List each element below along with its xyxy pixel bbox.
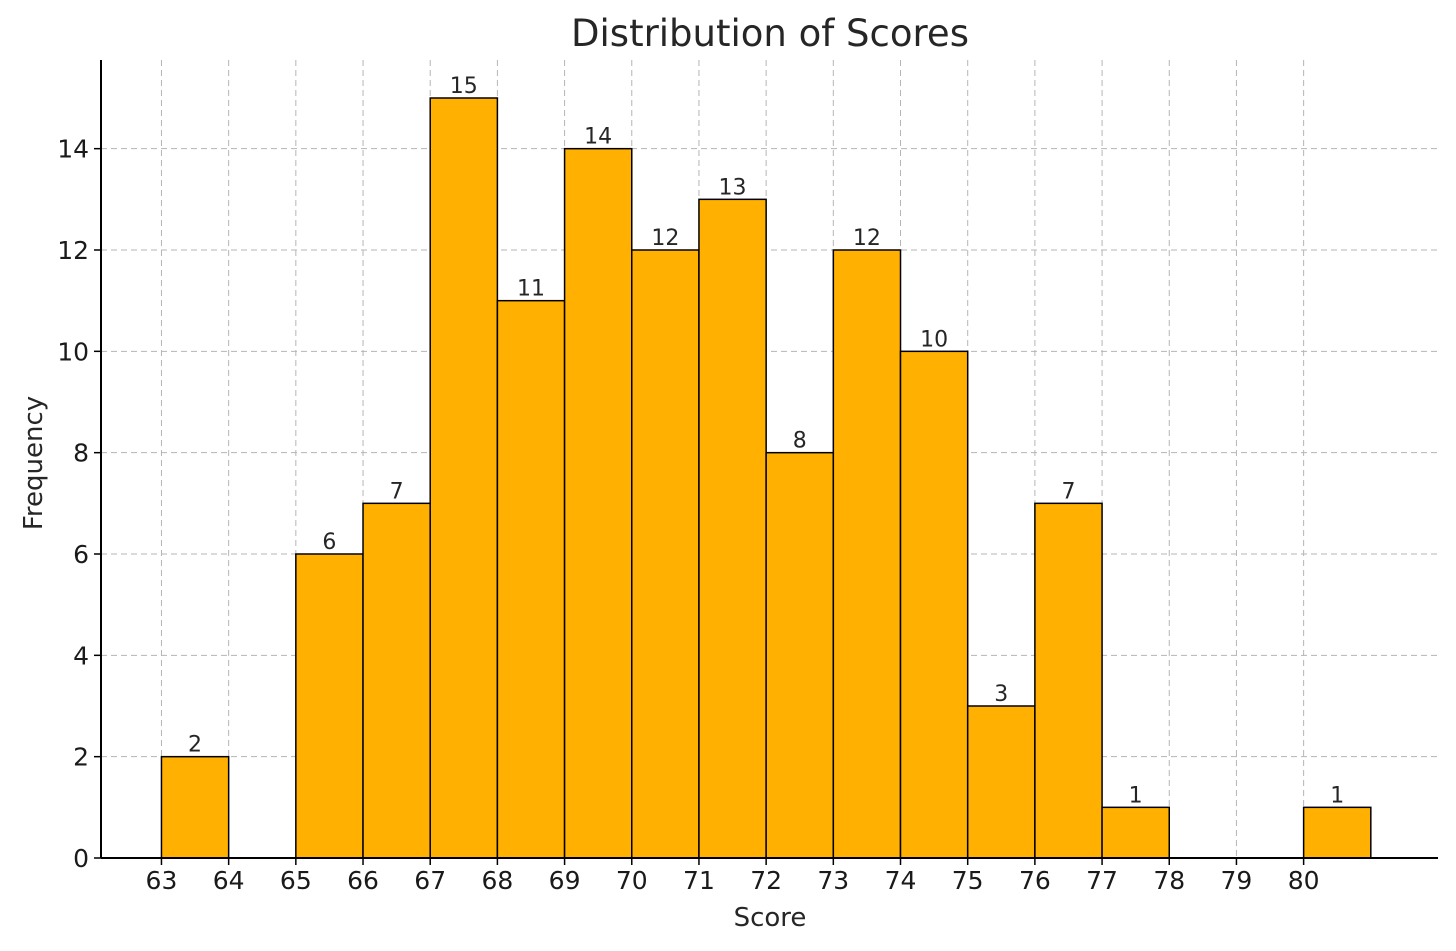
- x-tick-label: 77: [1086, 866, 1118, 895]
- bar-value-label: 14: [584, 125, 612, 150]
- y-tick-label: 14: [57, 135, 89, 164]
- y-tick-label: 2: [73, 743, 89, 772]
- x-tick-label: 70: [616, 866, 648, 895]
- y-tick-label: 0: [73, 844, 89, 873]
- histogram-bar: [429, 97, 499, 859]
- bar-value-label: 1: [1330, 783, 1344, 808]
- x-tick-label: 72: [750, 866, 782, 895]
- x-tick-label: 67: [414, 866, 446, 895]
- x-tick-label: 76: [1019, 866, 1051, 895]
- chart-title: Distribution of Scores: [571, 12, 969, 55]
- histogram-bar: [160, 755, 230, 859]
- histogram-bar: [832, 249, 902, 859]
- x-tick-label: 66: [347, 866, 379, 895]
- bar-value-label: 3: [994, 682, 1008, 707]
- x-tick-label: 80: [1288, 866, 1320, 895]
- x-tick-label: 68: [481, 866, 513, 895]
- bar-value-label: 8: [793, 429, 807, 454]
- x-tick-label: 74: [885, 866, 917, 895]
- y-axis-label: Frequency: [19, 396, 49, 530]
- histogram-bar: [966, 705, 1036, 859]
- bar-value-label: 7: [390, 479, 404, 504]
- bar-value-label: 12: [651, 226, 679, 251]
- bar-value-label: 2: [188, 733, 202, 758]
- bar-value-label: 12: [853, 226, 881, 251]
- histogram-bar: [1101, 806, 1171, 859]
- bar-value-label: 11: [517, 277, 545, 302]
- histogram-bar: [496, 299, 566, 859]
- histogram-bar: [1302, 806, 1372, 859]
- histogram-bar: [563, 147, 633, 859]
- histogram-bar: [295, 553, 364, 859]
- x-tick-label: 73: [817, 866, 849, 895]
- histogram-bar: [631, 249, 700, 859]
- x-tick-label: 75: [952, 866, 984, 895]
- bar-value-label: 10: [920, 327, 948, 352]
- x-tick-label: 71: [683, 866, 715, 895]
- axes: [100, 60, 1438, 859]
- ticks: 63 64 65 66 67 68 69 70 71 72 73 74 75 76 77 78 79 800246…: [57, 135, 1319, 895]
- y-tick-label: 8: [73, 439, 89, 468]
- y-tick-label: 6: [73, 540, 89, 569]
- histogram-bar: [362, 502, 431, 859]
- histogram-bar: [1034, 502, 1103, 859]
- x-tick-label: 69: [549, 866, 581, 895]
- x-tick-label: 64: [213, 866, 245, 895]
- x-tick-label: 63: [146, 866, 178, 895]
- y-tick-label: 4: [73, 641, 89, 670]
- histogram-bar: [698, 198, 767, 859]
- bar-value-label: 1: [1129, 783, 1143, 808]
- x-tick-label: 65: [280, 866, 312, 895]
- bar-value-label: 6: [322, 530, 336, 555]
- histogram-bar: [899, 350, 969, 859]
- y-tick-label: 12: [57, 236, 89, 265]
- bar-value-label: 7: [1061, 479, 1075, 504]
- bars: [160, 97, 1372, 859]
- bar-value-label: 13: [719, 175, 747, 200]
- x-tick-label: 79: [1221, 866, 1253, 895]
- y-tick-label: 10: [57, 337, 89, 366]
- histogram-bar: [765, 451, 835, 859]
- x-tick-label: 78: [1153, 866, 1185, 895]
- bar-value-label: 15: [450, 74, 478, 99]
- x-axis-label: Score: [734, 903, 807, 933]
